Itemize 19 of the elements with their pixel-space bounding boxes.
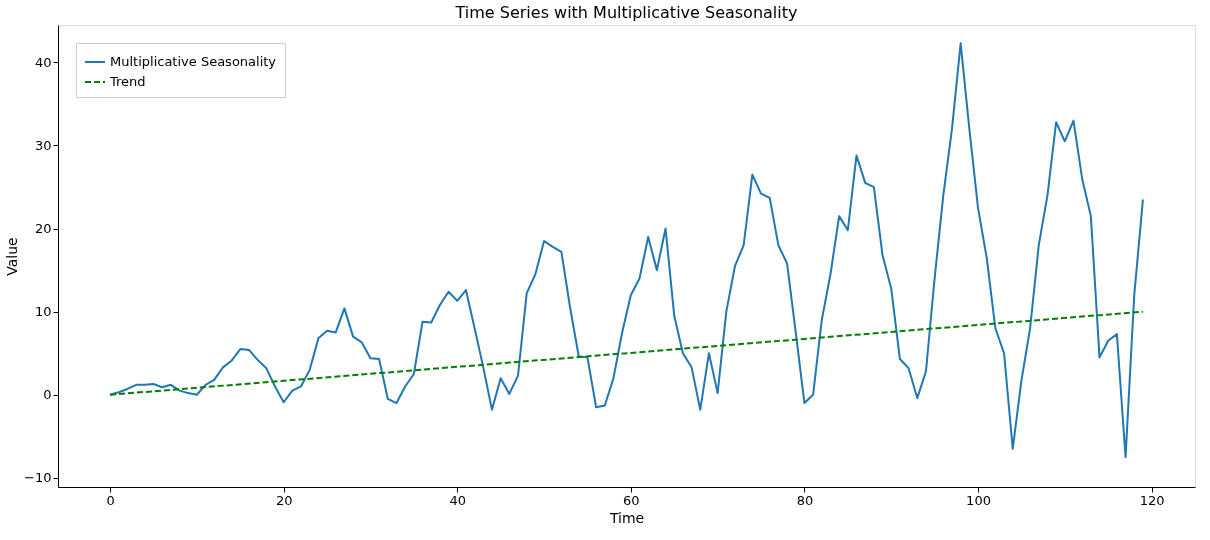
y-tick-label: 30 [34,137,52,153]
x-tick-label: 0 [106,492,115,508]
line-series [109,42,1144,459]
chart-title: Time Series with Multiplicative Seasonality [454,3,798,22]
y-tick-label: 0 [43,387,52,403]
y-tick-label: 10 [34,304,52,320]
y-tick-label: 40 [34,54,52,70]
x-axis-title: Time [608,509,645,526]
y-axis-title: Value [4,237,21,276]
y-tick-label: −10 [24,470,52,486]
x-tick-label: 20 [275,492,293,508]
x-tick-label: 120 [1139,492,1165,508]
legend-label: Multiplicative Seasonality [110,54,277,69]
y-tick-label: 20 [34,221,52,237]
legend-label: Trend [109,74,146,89]
x-tick-label: 80 [796,492,814,508]
x-tick-label: 40 [449,492,467,508]
x-tick-label: 100 [966,492,991,508]
x-tick-label: 60 [623,492,640,508]
